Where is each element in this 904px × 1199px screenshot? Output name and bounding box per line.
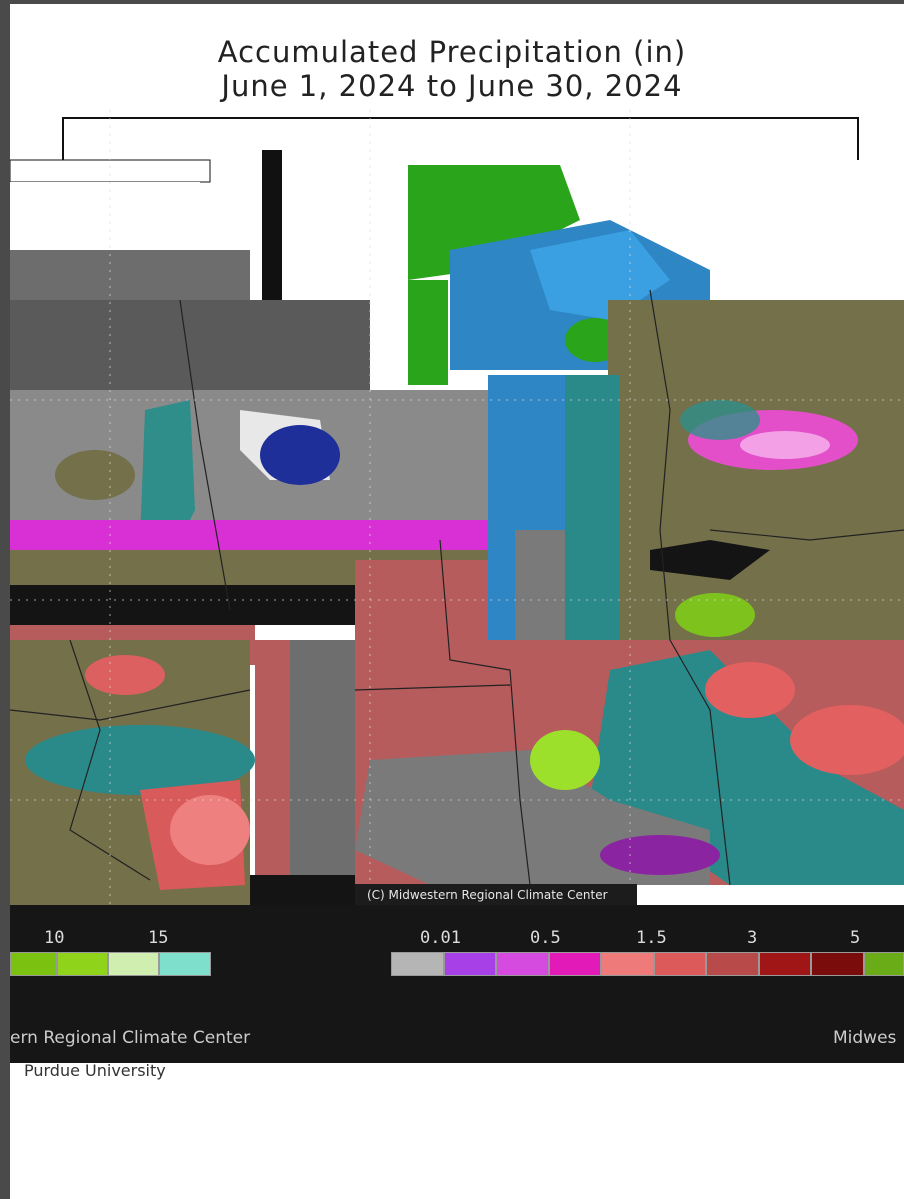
map-frame-line: [62, 117, 859, 160]
legend-right-swatch: [548, 952, 601, 976]
map-region-olive: [608, 300, 904, 645]
legend-right-swatch: [653, 952, 706, 976]
map-region-purple: [600, 835, 720, 875]
map-header-bar: [10, 159, 211, 183]
map-region-green: [408, 280, 448, 385]
legend-right-swatch: [443, 952, 496, 976]
legend-right-swatch: [496, 952, 549, 976]
map-region-salmon: [705, 662, 795, 718]
legend-right-swatch: [758, 952, 811, 976]
map-region-block: [262, 150, 282, 300]
map-region-navy: [260, 425, 340, 485]
map-region-teal: [565, 375, 620, 640]
legend-right-swatch: [863, 952, 904, 976]
legend-left-swatch: [57, 952, 108, 976]
map-region-dark: [650, 540, 770, 580]
map-title: Accumulated Precipitation (in): [217, 35, 687, 69]
legend-left-label: 15: [148, 928, 169, 948]
map-region-pink: [170, 795, 250, 865]
legend-right-label: 0.5: [530, 928, 561, 948]
map-copyright: (C) Midwestern Regional Climate Center: [355, 884, 637, 906]
map-region-lightpink: [740, 431, 830, 459]
map-region-block: [10, 300, 370, 390]
lat-lon-grid: [10, 110, 904, 905]
map-region-block: [10, 250, 250, 300]
legend-right-label: 3: [747, 928, 758, 948]
map-header-bar: [10, 182, 200, 250]
map-region-salmon: [85, 655, 165, 695]
legend-left-swatch: [108, 952, 159, 976]
top-frame: [0, 0, 904, 4]
legend-right-label: 1.5: [636, 928, 667, 948]
legend-right-swatch: [811, 952, 864, 976]
credit-right: Midwes: [833, 1028, 897, 1048]
map-region-lightgreen: [675, 593, 755, 637]
map-region-magenta-band: [10, 520, 490, 550]
map-region-teal: [680, 400, 760, 440]
legend-band: [10, 905, 904, 1063]
legend-right-label: 0.01: [420, 928, 461, 948]
map-region-lightblue: [530, 230, 670, 320]
legend-left-swatch: [10, 952, 57, 976]
legend-right-label: 5: [850, 928, 861, 948]
map-region-lightgreen: [530, 730, 600, 790]
map-region-dark: [250, 875, 355, 905]
legend-right-swatch: [601, 952, 654, 976]
legend-left-swatch: [159, 952, 211, 976]
legend-left-label: 10: [44, 928, 65, 948]
map-region-olive: [55, 450, 135, 500]
map-date-range: June 1, 2024 to June 30, 2024: [221, 69, 683, 103]
credit-left: ern Regional Climate Center: [10, 1028, 251, 1048]
credit-university: Purdue University: [24, 1061, 166, 1080]
legend-right-swatch: [391, 952, 444, 976]
map-region-salmon: [790, 705, 904, 775]
precipitation-map: [10, 110, 904, 905]
map-region-grey: [290, 640, 355, 875]
left-frame: [0, 0, 10, 1199]
legend-right-swatch: [706, 952, 759, 976]
map-region-teal: [25, 725, 255, 795]
